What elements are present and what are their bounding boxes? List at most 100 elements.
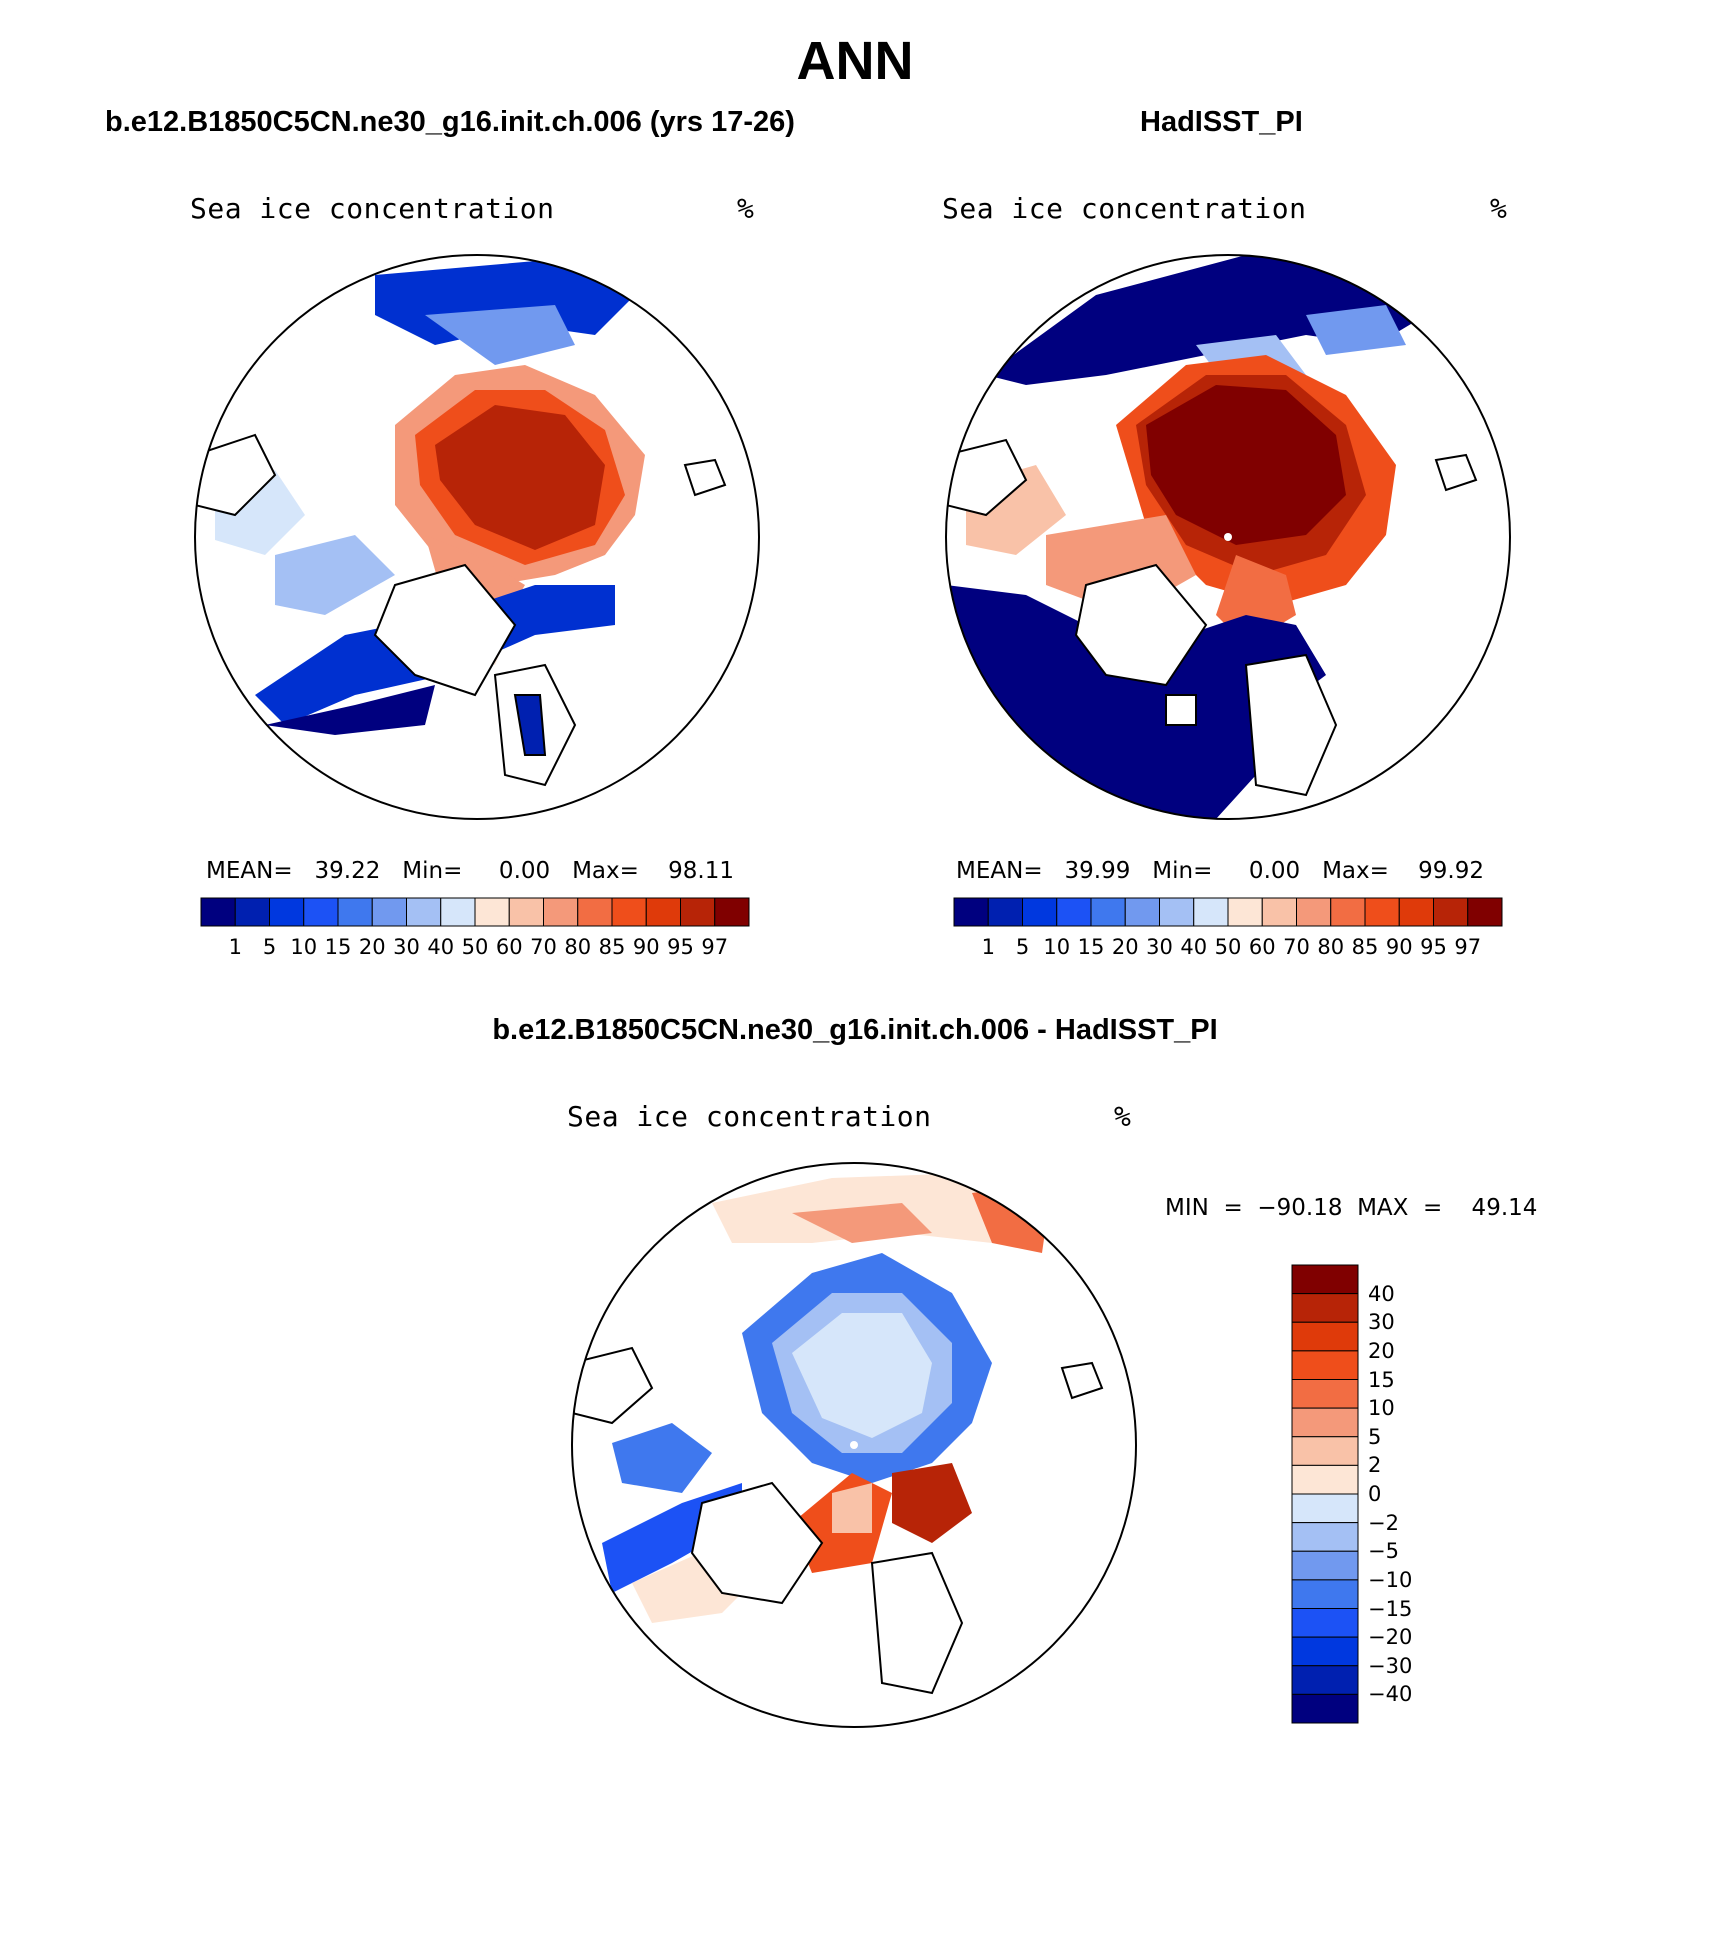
colorbar-2-swatch-8 <box>1227 897 1263 927</box>
colorbar-2-swatch-13 <box>1398 897 1434 927</box>
colorbar-2-tick-label: 80 <box>1317 935 1345 959</box>
colorbar-3-tick-label: −40 <box>1368 1682 1413 1707</box>
colorbar-3-swatch-0 <box>1291 1264 1359 1295</box>
panel-3-title: b.e12.B1850C5CN.ne30_g16.init.ch.006 - H… <box>492 1014 1218 1046</box>
colorbar-1-tick-label: 30 <box>393 935 420 959</box>
colorbar-2-tick-label: 95 <box>1420 935 1447 959</box>
colorbar-2-swatch-15 <box>1467 897 1503 927</box>
colorbar-3-tick-label: −10 <box>1368 1567 1413 1592</box>
figure-title: ANN <box>796 31 914 91</box>
colorbar-2-tick-label: 90 <box>1385 935 1413 959</box>
colorbar-3-tick-label: 40 <box>1368 1281 1395 1306</box>
colorbar-3-swatch-8 <box>1291 1493 1359 1524</box>
colorbar-3-tick-label: 20 <box>1368 1338 1395 1363</box>
panel-2-colorbar-ticks: 1 5 10 15 20 30 40 50 60 70 80 85 90 95 97 <box>954 935 1502 965</box>
panel-1-units-label: % <box>737 192 755 225</box>
colorbar-2-tick-label: 1 <box>981 935 995 959</box>
colorbar-2-swatch-2 <box>1022 897 1058 927</box>
panel-1-variable-label: Sea ice concentration <box>190 192 555 225</box>
colorbar-3-tick-label: 0 <box>1368 1482 1382 1506</box>
colorbar-2-swatch-3 <box>1056 897 1092 927</box>
colorbar-2-swatch-5 <box>1124 897 1160 927</box>
colorbar-3-swatch-10 <box>1291 1550 1359 1581</box>
panel-1-title: b.e12.B1850C5CN.ne30_g16.init.ch.006 (yr… <box>105 106 795 138</box>
colorbar-2-swatch-12 <box>1364 897 1400 927</box>
colorbar-2-swatch-1 <box>987 897 1023 927</box>
colorbar-1-swatch-6 <box>406 897 442 927</box>
colorbar-1-swatch-4 <box>337 897 373 927</box>
colorbar-1-tick-label: 20 <box>358 935 386 959</box>
panel-2-variable-label: Sea ice concentration <box>942 192 1307 225</box>
colorbar-1-swatch-0 <box>200 897 236 927</box>
colorbar-3-tick-label: 30 <box>1368 1310 1395 1335</box>
colorbar-3-tick-label: 15 <box>1368 1367 1395 1392</box>
colorbar-3-swatch-6 <box>1291 1436 1359 1466</box>
panel-1-polar-map <box>194 254 760 820</box>
colorbar-1-swatch-10 <box>543 897 579 927</box>
colorbar-3-tick-label: 2 <box>1368 1453 1382 1478</box>
colorbar-3-swatch-1 <box>1291 1293 1359 1323</box>
colorbar-3-swatch-2 <box>1291 1321 1359 1352</box>
colorbar-3-swatch-14 <box>1291 1665 1359 1695</box>
colorbar-3-swatch-3 <box>1291 1350 1359 1380</box>
panel-1-colorbar <box>200 897 750 927</box>
colorbar-2-tick-label: 10 <box>1043 935 1071 959</box>
colorbar-2-swatch-11 <box>1330 897 1366 927</box>
colorbar-1-tick-label: 5 <box>262 935 277 959</box>
panel-3-polar-map <box>571 1162 1137 1728</box>
colorbar-2-tick-label: 85 <box>1351 935 1379 959</box>
colorbar-2-swatch-0 <box>953 897 989 927</box>
colorbar-2-swatch-6 <box>1159 897 1195 927</box>
colorbar-1-tick-label: 10 <box>290 935 318 959</box>
colorbar-1-swatch-3 <box>303 897 339 927</box>
colorbar-2-swatch-14 <box>1433 897 1469 927</box>
colorbar-2-swatch-10 <box>1296 897 1332 927</box>
colorbar-3-swatch-9 <box>1291 1522 1359 1552</box>
panel-2-colorbar <box>953 897 1503 927</box>
colorbar-1-swatch-13 <box>645 897 681 927</box>
colorbar-2-tick-label: 97 <box>1454 935 1482 959</box>
colorbar-2-tick-label: 30 <box>1146 935 1173 959</box>
colorbar-1-swatch-8 <box>474 897 510 927</box>
colorbar-3-swatch-7 <box>1291 1464 1359 1495</box>
panel-2-polar-map <box>945 254 1511 820</box>
colorbar-3-tick-label: 10 <box>1368 1396 1395 1421</box>
colorbar-1-tick-label: 95 <box>667 935 694 959</box>
colorbar-2-tick-label: 15 <box>1077 935 1105 959</box>
panel-3-colorbar <box>1291 1264 1359 1724</box>
panel-2-stats: MEAN= 39.99 Min= 0.00 Max= 99.92 <box>956 858 1484 884</box>
panel-3-variable-label: Sea ice concentration <box>567 1100 932 1133</box>
colorbar-1-swatch-15 <box>714 897 750 927</box>
panel-3-colorbar-ticks: 40 30 20 15 10 5 2 0 −2 −5 −10 −15 −20 −30 −40 <box>1368 1265 1458 1723</box>
colorbar-3-tick-label: 5 <box>1368 1424 1382 1449</box>
panel-1-stats: MEAN= 39.22 Min= 0.00 Max= 98.11 <box>206 858 734 884</box>
colorbar-1-swatch-7 <box>440 897 476 927</box>
colorbar-3-tick-label: −5 <box>1368 1539 1399 1564</box>
colorbar-3-swatch-13 <box>1291 1636 1359 1667</box>
colorbar-1-tick-label: 60 <box>495 935 523 959</box>
colorbar-3-tick-label: −15 <box>1368 1596 1413 1621</box>
colorbar-2-tick-label: 50 <box>1214 935 1242 959</box>
panel-3-stats: MIN = −90.18 MAX = 49.14 <box>1165 1195 1538 1221</box>
colorbar-3-tick-label: −2 <box>1368 1510 1399 1535</box>
colorbar-1-tick-label: 85 <box>598 935 626 959</box>
colorbar-3-swatch-15 <box>1291 1693 1359 1724</box>
colorbar-1-tick-label: 90 <box>632 935 660 959</box>
colorbar-1-tick-label: 50 <box>461 935 489 959</box>
colorbar-1-tick-label: 1 <box>228 935 242 959</box>
colorbar-1-swatch-1 <box>234 897 270 927</box>
colorbar-2-tick-label: 60 <box>1248 935 1276 959</box>
colorbar-1-swatch-2 <box>269 897 305 927</box>
colorbar-2-tick-label: 20 <box>1111 935 1139 959</box>
colorbar-1-swatch-14 <box>680 897 716 927</box>
colorbar-1-tick-label: 80 <box>564 935 592 959</box>
colorbar-3-swatch-12 <box>1291 1608 1359 1638</box>
colorbar-3-swatch-4 <box>1291 1379 1359 1409</box>
colorbar-3-swatch-5 <box>1291 1407 1359 1438</box>
colorbar-2-tick-label: 5 <box>1015 935 1030 959</box>
panel-1-colorbar-ticks: 1 5 10 15 20 30 40 50 60 70 80 85 90 95 97 <box>201 935 749 965</box>
colorbar-2-tick-label: 70 <box>1283 935 1310 959</box>
colorbar-1-tick-label: 70 <box>530 935 557 959</box>
colorbar-2-tick-label: 40 <box>1180 935 1208 959</box>
panel-2-title: HadISST_PI <box>1140 106 1303 138</box>
